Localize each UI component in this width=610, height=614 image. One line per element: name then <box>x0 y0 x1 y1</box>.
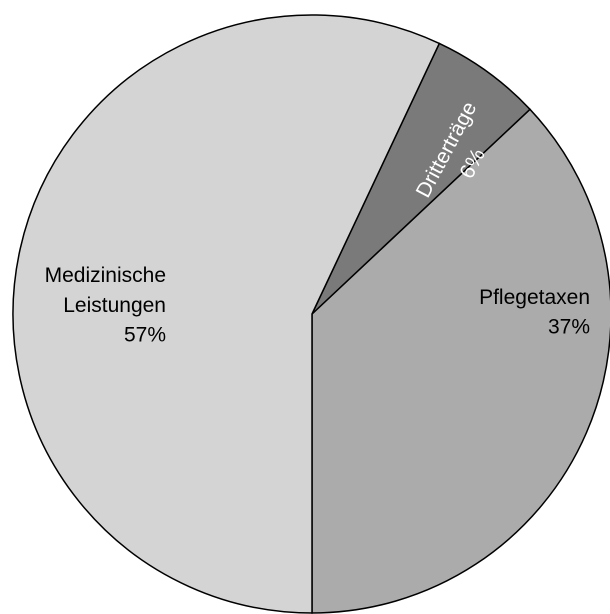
value-label: 57% <box>124 324 166 347</box>
value-label: 37% <box>548 316 590 339</box>
category-label: Medizinische Leistungen <box>45 264 166 317</box>
pie-slice <box>311 108 610 614</box>
slice-label: Medizinische Leistungen 57% <box>45 264 166 347</box>
category-label: Pflegetaxen <box>479 286 590 309</box>
slice-label: Pflegetaxen 37% <box>479 286 590 339</box>
pie-slice <box>12 14 441 614</box>
